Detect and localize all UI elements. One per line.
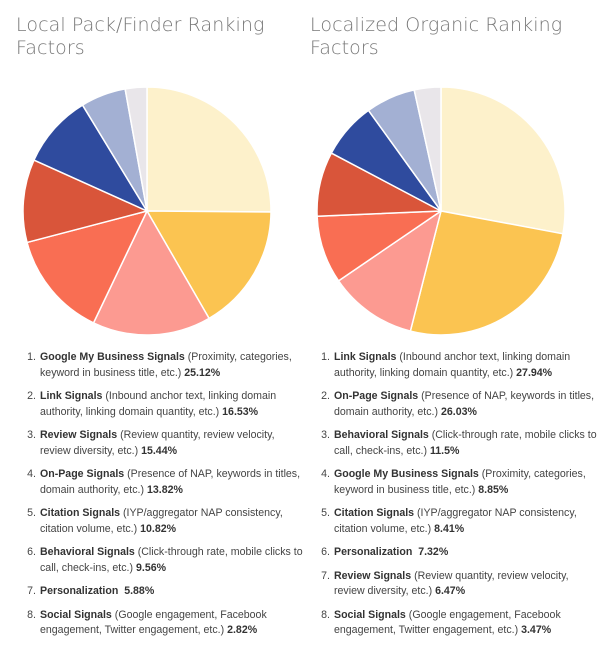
factor-rank: 8. (321, 608, 330, 621)
pie-slice-1 (146, 86, 272, 213)
factor-list: 1. Link Signals (Inbound anchor text, lin… (308, 350, 600, 647)
factor-item: 4. On-Page Signals (Presence of NAP, keyw… (14, 467, 306, 498)
factor-rank: 2. (27, 390, 36, 402)
pie-slice-2 (146, 210, 272, 320)
factor-description: (Inbound anchor text, linking domain aut… (40, 390, 277, 418)
factor-percent: 11.5% (429, 444, 460, 457)
factor-rank: 3. (321, 429, 330, 441)
factor-percent: 26.03% (440, 405, 477, 418)
factor-name: Link Signals (334, 351, 397, 363)
factor-percent: 15.44% (141, 444, 178, 457)
factor-item: 7. Review Signals (Review quantity, revie… (308, 569, 600, 600)
factor-percent: 16.53% (222, 405, 259, 418)
factor-description: (Google engagement, Facebook engagement,… (334, 608, 561, 637)
pie-slice-3 (92, 210, 210, 336)
factor-percent: 25.12% (184, 366, 221, 379)
factor-list: 1. Google My Business Signals (Proximity,… (14, 350, 306, 647)
factor-description: (IYP/aggregator NAP consistency, citatio… (334, 507, 577, 535)
factor-percent: 3.47% (521, 624, 552, 636)
factor-description: (Review quantity, review velocity, revie… (40, 429, 275, 457)
factor-name: Google My Business Signals (40, 351, 185, 363)
factor-description: (Review quantity, review velocity, revie… (334, 569, 569, 598)
pie-slice-6 (33, 104, 148, 212)
factor-description: (Click-through rate, mobile clicks to ca… (40, 546, 303, 574)
factor-percent: 8.41% (434, 522, 465, 535)
factor-name: On-Page Signals (40, 468, 125, 480)
factor-description: (Proximity, categories, keyword in busin… (40, 351, 292, 379)
factor-item: 1. Google My Business Signals (Proximity,… (14, 350, 306, 381)
factor-item: 2. On-Page Signals (Presence of NAP, keyw… (308, 389, 600, 420)
factor-rank: 8. (27, 608, 36, 621)
pie-slice-5 (22, 159, 148, 244)
factor-rank: 6. (27, 546, 36, 558)
factor-description: (Click-through rate, mobile clicks to ca… (334, 429, 597, 457)
chart-title: Local Pack/Finder Ranking Factors (16, 14, 265, 59)
pie-chart-local-pack (22, 86, 272, 336)
factor-percent: 7.32% (418, 546, 449, 558)
factor-percent: 27.94% (516, 366, 553, 379)
factor-name: Citation Signals (40, 507, 121, 519)
factor-rank: 1. (321, 351, 330, 363)
factor-item: 1. Link Signals (Inbound anchor text, lin… (308, 350, 600, 381)
chart-title: Localized Organic Ranking Factors (310, 14, 563, 59)
factor-name: On-Page Signals (334, 390, 419, 402)
factor-item: 8. Social Signals (Google engagement, Fac… (308, 608, 600, 639)
factor-rank: 7. (321, 569, 330, 582)
factor-description: (Proximity, categories, keyword in busin… (334, 468, 586, 496)
factor-name: Link Signals (40, 390, 103, 402)
factor-name: Citation Signals (334, 507, 415, 519)
factor-percent: 8.85% (478, 483, 509, 496)
pie-slice-3 (337, 210, 442, 332)
factor-item: 5. Citation Signals (IYP/aggregator NAP c… (308, 506, 600, 537)
pie-slice-8 (124, 86, 148, 212)
factor-name: Behavioral Signals (334, 429, 429, 441)
factor-item: 6. Personalization 7.32% (308, 545, 600, 561)
factor-name: Personalization (40, 585, 119, 597)
factor-percent: 9.56% (135, 561, 167, 574)
factor-item: 2. Link Signals (Inbound anchor text, lin… (14, 389, 306, 420)
factor-percent: 5.88% (124, 585, 155, 597)
factor-name: Behavioral Signals (40, 546, 135, 558)
factor-rank: 6. (321, 546, 330, 558)
factor-item: 4. Google My Business Signals (Proximity,… (308, 467, 600, 498)
pie-slice-2 (409, 210, 564, 336)
factor-item: 7. Personalization 5.88% (14, 584, 306, 600)
factor-description: (Presence of NAP, keywords in titles, do… (40, 468, 301, 496)
factor-name: Review Signals (334, 569, 412, 582)
factor-item: 3. Behavioral Signals (Click-through rate… (308, 428, 600, 459)
factor-item: 3. Review Signals (Review quantity, revie… (14, 428, 306, 459)
factor-description: (Google engagement, Facebook engagement,… (40, 608, 267, 637)
factor-rank: 3. (27, 429, 36, 441)
factor-name: Social Signals (40, 608, 112, 621)
pie-chart-localized-organic (316, 86, 566, 336)
local-pack-panel: Local Pack/Finder Ranking Factors 1. Goog… (14, 0, 306, 637)
factor-name: Personalization (334, 546, 413, 558)
factor-percent: 13.82% (146, 483, 183, 496)
factor-rank: 5. (321, 507, 330, 519)
pie-slice-1 (440, 86, 566, 235)
pie-slice-8 (413, 86, 442, 212)
factor-rank: 2. (321, 390, 330, 402)
factor-percent: 6.47% (435, 585, 466, 597)
factor-percent: 2.82% (227, 624, 258, 636)
factor-rank: 7. (27, 585, 36, 597)
factor-name: Review Signals (40, 429, 118, 441)
factor-rank: 4. (321, 468, 330, 480)
factor-item: 6. Behavioral Signals (Click-through rate… (14, 545, 306, 576)
factor-rank: 1. (27, 351, 36, 363)
factor-description: (Inbound anchor text, linking domain aut… (334, 351, 571, 379)
factor-item: 5. Citation Signals (IYP/aggregator NAP c… (14, 506, 306, 537)
factor-name: Google My Business Signals (334, 468, 479, 480)
factor-name: Social Signals (334, 608, 406, 621)
factor-rank: 4. (27, 468, 36, 480)
factor-description: (IYP/aggregator NAP consistency, citatio… (40, 507, 283, 535)
factor-rank: 5. (27, 507, 36, 519)
factor-percent: 10.82% (140, 522, 177, 535)
factor-item: 8. Social Signals (Google engagement, Fac… (14, 608, 306, 639)
pie-slice-4 (26, 210, 148, 324)
localized-organic-panel: Localized Organic Ranking Factors 1. Link… (308, 0, 600, 637)
factor-description: (Presence of NAP, keywords in titles, do… (334, 390, 595, 418)
